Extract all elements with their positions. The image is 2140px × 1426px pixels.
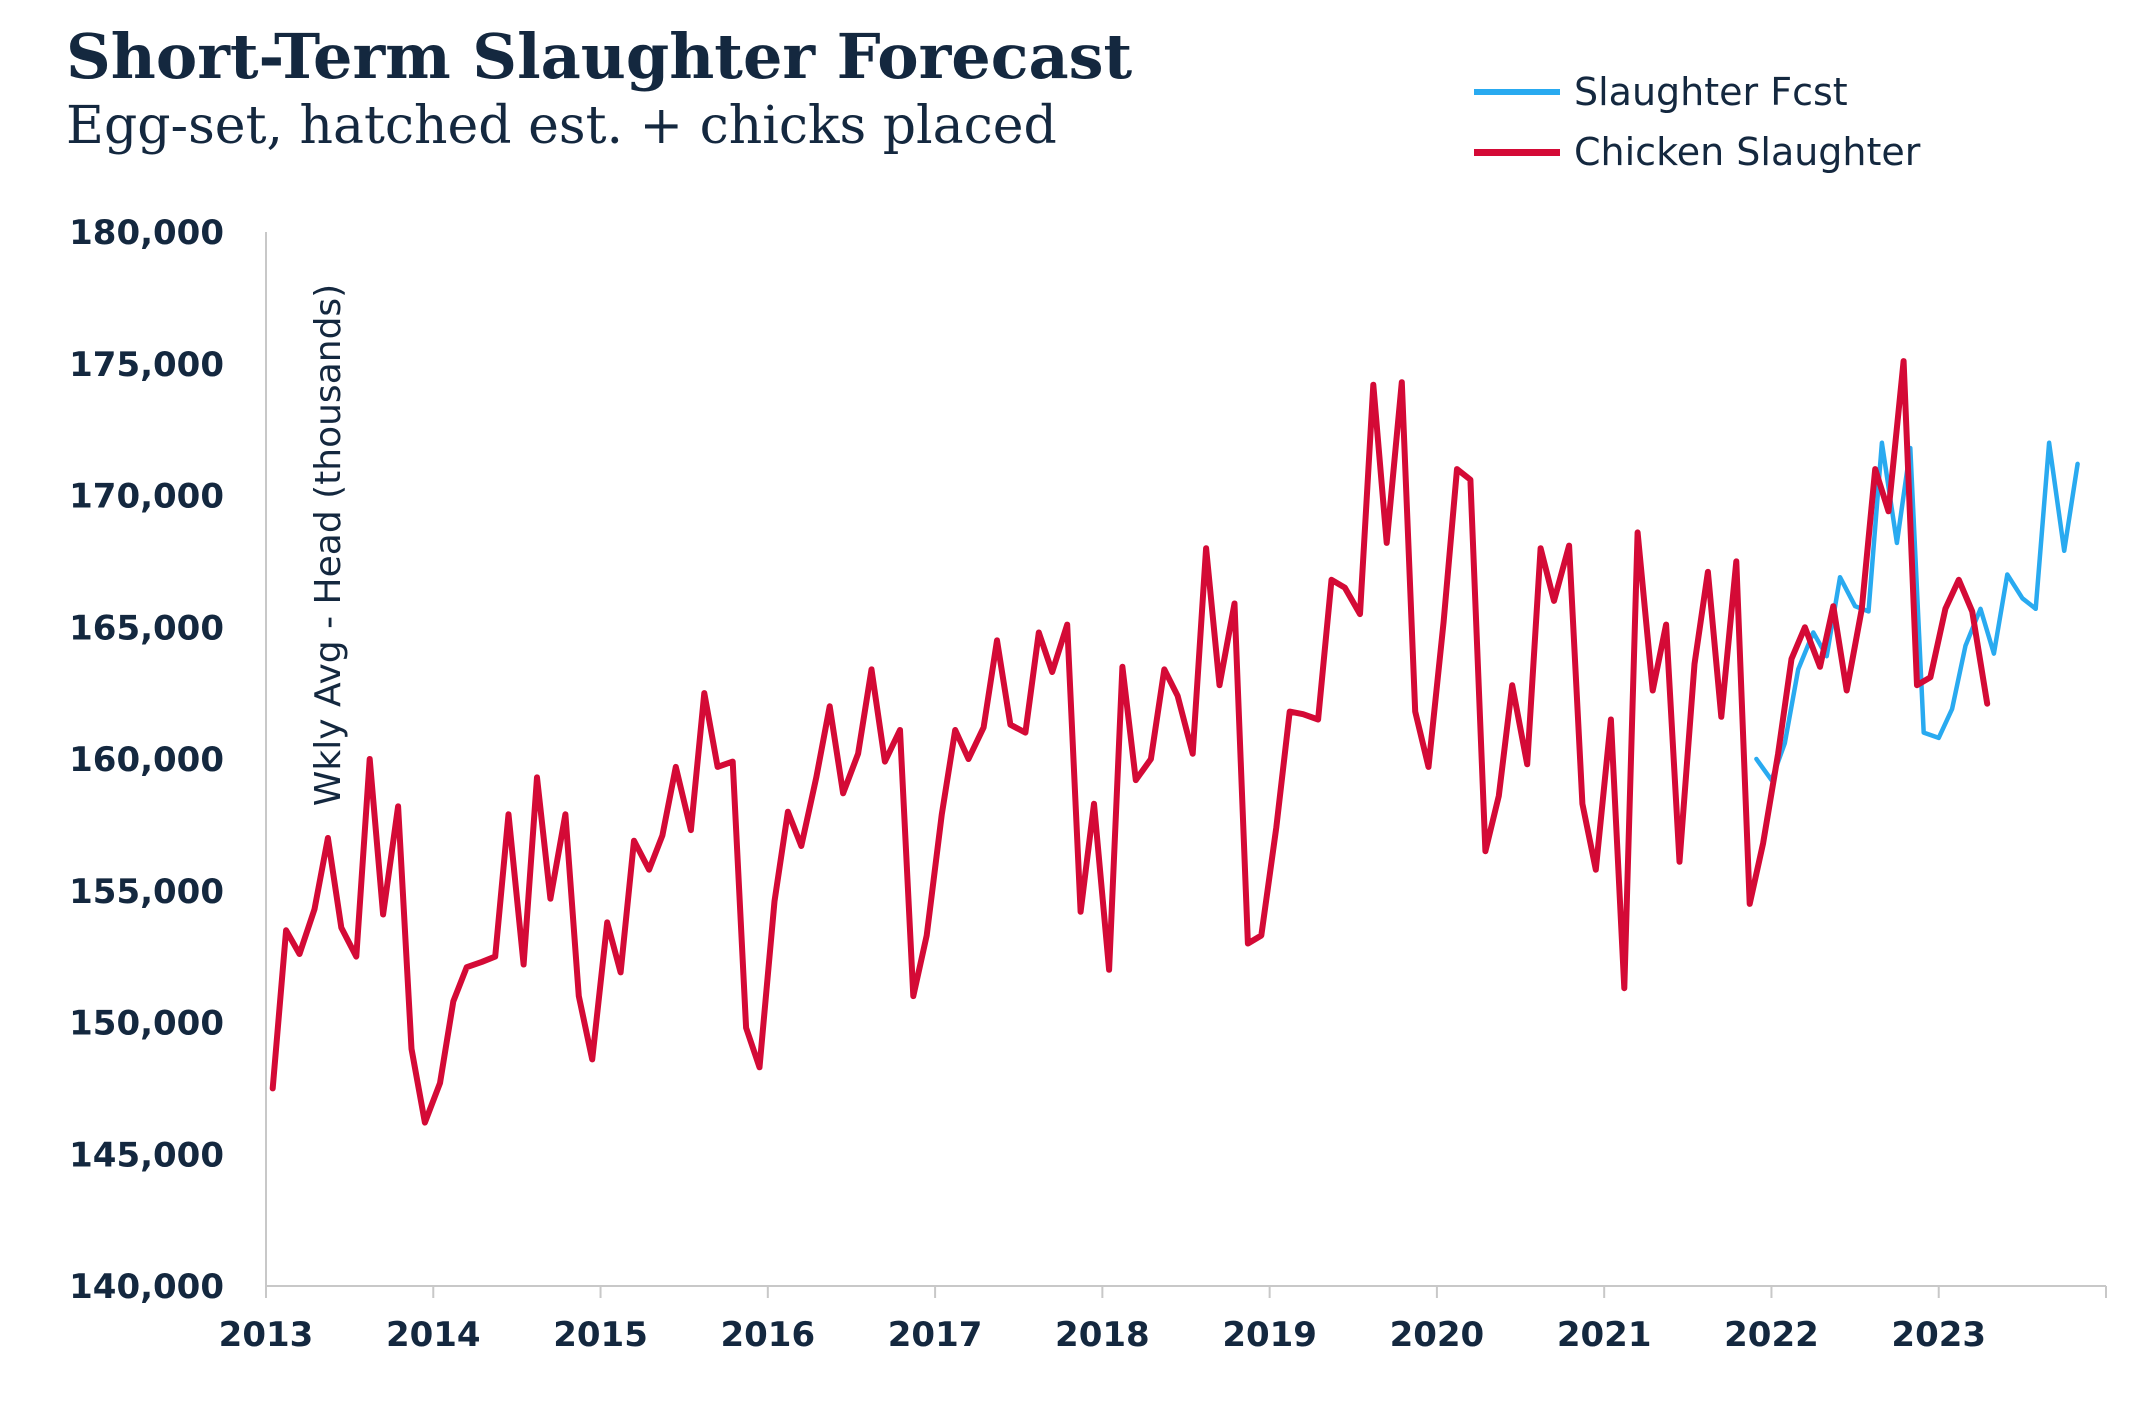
series-line-chicken-slaughter — [269, 358, 1991, 1126]
x-tick-label: 2022 — [1724, 1315, 1819, 1355]
x-tick-label: 2023 — [1891, 1315, 1986, 1355]
y-tick-label: 145,000 — [69, 1135, 224, 1175]
y-tick-label: 170,000 — [69, 477, 224, 517]
legend-label-actual: Chicken Slaughter — [1574, 130, 1921, 174]
y-tick-label: 155,000 — [69, 872, 224, 912]
series-line-slaughter-fcst — [1754, 440, 2080, 783]
x-tick-label: 2014 — [386, 1315, 481, 1355]
y-tick-label: 180,000 — [69, 213, 224, 253]
y-tick-label: 150,000 — [69, 1004, 224, 1044]
axes — [265, 232, 2107, 1298]
chart-subtitle: Egg-set, hatched est. + chicks placed — [66, 96, 1057, 156]
legend-item-actual: Chicken Slaughter — [1474, 122, 1920, 182]
x-tick-labels: 2013 2014 2015 2016 2017 2018 2019 2020 2021 2022… — [219, 1315, 1986, 1355]
y-tick-label: 140,000 — [69, 1267, 224, 1307]
x-tick-label: 2021 — [1557, 1315, 1652, 1355]
y-tick-labels: 140,000 145,000 150,000 155,000 160,000 165,0… — [69, 213, 224, 1307]
x-tick-label: 2017 — [888, 1315, 983, 1355]
series-lines — [269, 358, 2080, 1126]
y-tick-label: 160,000 — [69, 740, 224, 780]
x-tick-label: 2018 — [1055, 1315, 1150, 1355]
y-tick-label: 175,000 — [69, 345, 224, 385]
x-tick-label: 2016 — [720, 1315, 815, 1355]
x-tick-label: 2015 — [553, 1315, 648, 1355]
chart-title: Short-Term Slaughter Forecast — [66, 20, 1133, 93]
legend-swatch-actual — [1474, 148, 1560, 156]
x-tick-label: 2019 — [1222, 1315, 1317, 1355]
x-tick-label: 2020 — [1390, 1315, 1485, 1355]
legend: Slaughter Fcst Chicken Slaughter — [1474, 62, 1920, 182]
y-tick-label: 165,000 — [69, 608, 224, 648]
legend-label-forecast: Slaughter Fcst — [1574, 70, 1848, 114]
y-axis-title: Wkly Avg - Head (thousands) — [308, 284, 349, 806]
legend-item-forecast: Slaughter Fcst — [1474, 62, 1920, 122]
x-tick-label: 2013 — [219, 1315, 314, 1355]
legend-swatch-forecast — [1474, 89, 1560, 95]
